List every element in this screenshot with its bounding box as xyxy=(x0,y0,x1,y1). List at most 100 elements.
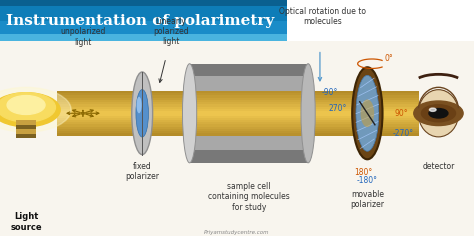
FancyBboxPatch shape xyxy=(57,131,419,133)
FancyBboxPatch shape xyxy=(0,3,287,4)
FancyBboxPatch shape xyxy=(190,93,308,95)
FancyBboxPatch shape xyxy=(57,95,419,98)
FancyBboxPatch shape xyxy=(57,111,419,113)
Text: -180°: -180° xyxy=(357,176,378,185)
FancyBboxPatch shape xyxy=(0,36,287,37)
Ellipse shape xyxy=(182,64,197,163)
FancyBboxPatch shape xyxy=(0,4,287,5)
FancyBboxPatch shape xyxy=(190,116,308,118)
Text: 90°: 90° xyxy=(394,109,408,118)
FancyBboxPatch shape xyxy=(16,120,36,125)
Text: Linearly
polarized
light: Linearly polarized light xyxy=(153,17,189,46)
FancyBboxPatch shape xyxy=(57,116,419,118)
FancyBboxPatch shape xyxy=(0,17,287,18)
FancyBboxPatch shape xyxy=(0,38,287,40)
FancyBboxPatch shape xyxy=(190,122,308,125)
FancyBboxPatch shape xyxy=(0,34,287,36)
Circle shape xyxy=(414,101,463,126)
FancyBboxPatch shape xyxy=(0,22,287,23)
Circle shape xyxy=(0,93,60,127)
FancyBboxPatch shape xyxy=(57,133,419,136)
FancyBboxPatch shape xyxy=(16,134,36,138)
Text: -270°: -270° xyxy=(393,130,414,139)
Ellipse shape xyxy=(301,64,315,163)
FancyBboxPatch shape xyxy=(0,33,287,34)
Ellipse shape xyxy=(132,72,153,155)
FancyBboxPatch shape xyxy=(57,118,419,120)
FancyBboxPatch shape xyxy=(57,102,419,104)
FancyBboxPatch shape xyxy=(0,15,287,17)
FancyBboxPatch shape xyxy=(57,98,419,100)
FancyBboxPatch shape xyxy=(57,109,419,111)
FancyBboxPatch shape xyxy=(190,109,308,111)
FancyBboxPatch shape xyxy=(190,95,308,98)
FancyBboxPatch shape xyxy=(0,0,287,1)
Circle shape xyxy=(0,87,71,132)
FancyBboxPatch shape xyxy=(190,91,308,93)
Circle shape xyxy=(421,105,456,122)
FancyBboxPatch shape xyxy=(57,127,419,129)
FancyBboxPatch shape xyxy=(16,125,36,129)
Text: movable
polarizer: movable polarizer xyxy=(350,190,384,209)
FancyBboxPatch shape xyxy=(190,111,308,113)
FancyBboxPatch shape xyxy=(190,118,308,120)
FancyBboxPatch shape xyxy=(190,113,308,115)
FancyBboxPatch shape xyxy=(0,41,474,236)
FancyBboxPatch shape xyxy=(190,131,308,133)
FancyBboxPatch shape xyxy=(190,120,308,122)
Text: 180°: 180° xyxy=(355,168,373,177)
Text: -90°: -90° xyxy=(321,88,338,97)
FancyBboxPatch shape xyxy=(190,98,308,100)
Text: Instrumentation of polarimetry: Instrumentation of polarimetry xyxy=(6,14,274,28)
FancyBboxPatch shape xyxy=(0,23,287,25)
FancyBboxPatch shape xyxy=(57,129,419,131)
Text: detector: detector xyxy=(422,162,455,171)
FancyBboxPatch shape xyxy=(190,100,308,102)
FancyBboxPatch shape xyxy=(0,1,287,3)
FancyBboxPatch shape xyxy=(0,29,287,30)
Ellipse shape xyxy=(356,75,379,151)
FancyBboxPatch shape xyxy=(0,37,287,38)
Circle shape xyxy=(429,108,436,111)
Text: 270°: 270° xyxy=(328,104,347,113)
FancyBboxPatch shape xyxy=(0,12,287,14)
FancyBboxPatch shape xyxy=(16,129,36,134)
FancyBboxPatch shape xyxy=(0,7,287,8)
FancyBboxPatch shape xyxy=(57,104,419,106)
FancyBboxPatch shape xyxy=(0,28,287,29)
FancyBboxPatch shape xyxy=(190,64,308,76)
FancyBboxPatch shape xyxy=(0,5,287,7)
FancyBboxPatch shape xyxy=(57,120,419,122)
FancyBboxPatch shape xyxy=(190,127,308,129)
FancyBboxPatch shape xyxy=(0,18,287,19)
FancyBboxPatch shape xyxy=(0,19,287,21)
Text: unpolarized
light: unpolarized light xyxy=(60,27,106,46)
FancyBboxPatch shape xyxy=(0,40,287,41)
FancyBboxPatch shape xyxy=(0,32,287,33)
FancyBboxPatch shape xyxy=(0,14,287,15)
FancyBboxPatch shape xyxy=(0,8,287,10)
Text: fixed
polarizer: fixed polarizer xyxy=(125,162,159,181)
FancyBboxPatch shape xyxy=(190,129,308,131)
Text: Light
source: Light source xyxy=(10,212,42,232)
FancyBboxPatch shape xyxy=(190,107,308,109)
Ellipse shape xyxy=(352,67,383,159)
Text: Optical rotation due to
molecules: Optical rotation due to molecules xyxy=(279,7,366,26)
FancyBboxPatch shape xyxy=(0,10,287,11)
Ellipse shape xyxy=(419,90,459,137)
Ellipse shape xyxy=(137,97,142,113)
FancyBboxPatch shape xyxy=(190,151,308,163)
Text: Priyamstudycentre.com: Priyamstudycentre.com xyxy=(204,230,270,235)
FancyBboxPatch shape xyxy=(0,26,287,28)
Ellipse shape xyxy=(361,100,374,127)
FancyBboxPatch shape xyxy=(190,104,308,106)
FancyBboxPatch shape xyxy=(57,93,419,95)
FancyBboxPatch shape xyxy=(57,100,419,102)
Text: sample cell
containing molecules
for study: sample cell containing molecules for stu… xyxy=(208,182,290,211)
FancyBboxPatch shape xyxy=(57,125,419,127)
Circle shape xyxy=(0,93,55,122)
FancyBboxPatch shape xyxy=(0,30,287,32)
FancyBboxPatch shape xyxy=(190,76,308,151)
FancyBboxPatch shape xyxy=(0,25,287,26)
FancyBboxPatch shape xyxy=(190,102,308,104)
